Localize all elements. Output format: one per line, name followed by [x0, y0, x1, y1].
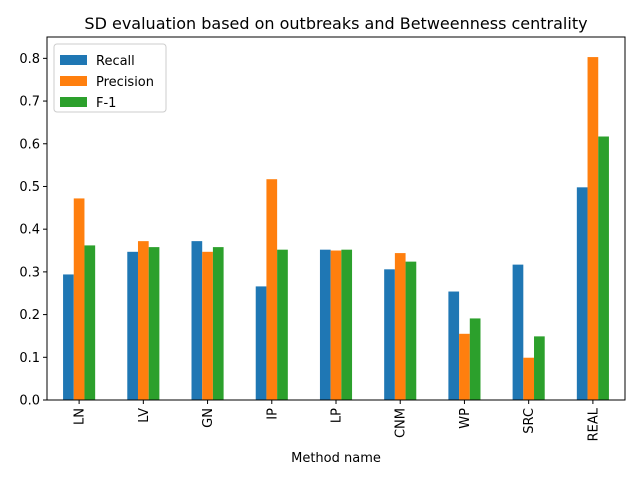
x-tick-label: IP: [265, 408, 280, 420]
bar-recall-ln: [63, 274, 74, 400]
y-tick-label: 0.1: [19, 351, 40, 366]
bar-f-1-ip: [277, 249, 288, 400]
bar-f-1-src: [534, 336, 545, 400]
x-tick-label: LP: [330, 408, 345, 423]
bar-f-1-lp: [341, 249, 353, 400]
x-tick-label: SRC: [522, 408, 537, 434]
y-tick-label: 0.7: [19, 95, 40, 110]
bar-precision-real: [587, 57, 599, 400]
bar-precision-lv: [137, 241, 149, 400]
bar-f-1-lv: [148, 247, 160, 400]
legend-label-recall: Recall: [96, 54, 135, 69]
bar-f-1-real: [598, 136, 609, 400]
y-tick-label: 0.2: [19, 308, 40, 323]
legend-label-f-1: F-1: [96, 96, 116, 111]
plot-frame: [46, 36, 626, 401]
bar-precision-src: [523, 357, 535, 400]
x-tick-label: LV: [137, 408, 152, 423]
legend-swatch-recall: [60, 55, 87, 65]
bars-group: [63, 57, 609, 400]
bar-f-1-wp: [469, 318, 481, 400]
y-axis: 0.0 0.1 0.2 0.3 0.4 0.5 0.6 0.7 0.8: [19, 52, 47, 409]
bar-recall-real: [576, 187, 588, 400]
y-tick-label: 0.8: [19, 52, 40, 67]
bar-recall-lv: [127, 251, 138, 400]
bar-precision-cnm: [394, 253, 406, 400]
bar-recall-lp: [319, 249, 331, 400]
y-tick-label: 0.3: [19, 265, 40, 280]
x-axis-title: Method name: [291, 451, 381, 466]
bar-precision-lp: [330, 250, 342, 400]
x-tick-label: CNM: [394, 408, 409, 438]
x-tick-label: LN: [73, 408, 88, 425]
bar-precision-ln: [73, 198, 85, 400]
y-tick-label: 0.4: [19, 223, 40, 238]
bar-f-1-gn: [212, 247, 224, 400]
y-tick-label: 0.0: [19, 394, 40, 409]
y-tick-label: 0.6: [19, 137, 40, 152]
bar-precision-gn: [202, 251, 213, 400]
bar-recall-ip: [255, 286, 267, 400]
bar-precision-ip: [266, 179, 278, 400]
legend-swatch-f-1: [60, 97, 87, 107]
x-axis: LN LV GN IP LP CNM WP SRC REAL: [73, 400, 601, 441]
legend-label-precision: Precision: [96, 75, 154, 90]
bar-recall-wp: [448, 291, 460, 400]
bar-f-1-cnm: [405, 261, 417, 400]
legend: Recall Precision F-1: [53, 43, 167, 113]
bar-recall-src: [512, 264, 524, 400]
legend-swatch-precision: [60, 76, 87, 86]
chart-title: SD evaluation based on outbreaks and Bet…: [84, 14, 587, 33]
y-tick-label: 0.5: [19, 180, 40, 195]
x-tick-label: GN: [201, 408, 216, 428]
bar-recall-cnm: [384, 269, 395, 400]
bar-precision-wp: [459, 333, 470, 400]
bar-recall-gn: [191, 241, 203, 400]
x-tick-label: WP: [458, 408, 473, 429]
bar-f-1-ln: [84, 245, 96, 400]
x-tick-label: REAL: [586, 407, 601, 441]
